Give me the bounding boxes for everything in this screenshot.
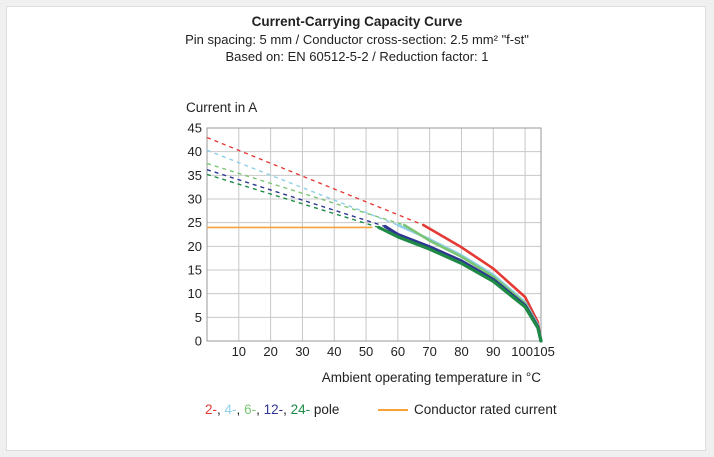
series-line-4 (377, 225, 543, 343)
y-tick-label-4: 20 (188, 239, 202, 254)
series-line-2 (402, 223, 543, 343)
y-tick-label-9: 45 (188, 121, 202, 136)
series-dashed-1 (206, 149, 399, 226)
y-tick-label-2: 10 (188, 286, 202, 301)
y-tick-label-3: 15 (188, 263, 202, 278)
legend-pole-5: , (256, 402, 264, 417)
y-tick-label-0: 0 (195, 334, 202, 349)
legend-pole-7: , (283, 402, 291, 417)
legend-pole-8: 24- (290, 402, 311, 417)
y-tick-label-7: 35 (188, 168, 202, 183)
legend-pole-9: pole (310, 402, 340, 417)
x-tick-label-0: 10 (232, 344, 246, 359)
series-dashed-2 (206, 162, 405, 226)
x-tick-label-7: 80 (454, 344, 468, 359)
x-tick-label-4: 50 (359, 344, 373, 359)
series-dashed-0 (206, 136, 424, 226)
chart-card (6, 6, 706, 451)
y-tick-label-1: 5 (195, 310, 202, 325)
legend-pole-6: 12- (263, 402, 284, 417)
legend-pole-0: 2- (205, 402, 218, 417)
rated-current-label: Conductor rated current (414, 402, 557, 417)
chart-titles: Current-Carrying Capacity Curve Pin spac… (0, 13, 714, 65)
y-axis-label: Current in A (186, 100, 257, 115)
series-dashed-4 (206, 173, 379, 229)
legend-poles: 2-, 4-, 6-, 12-, 24- pole (205, 402, 339, 417)
x-tick-label-3: 40 (327, 344, 341, 359)
legend-rated-current: Conductor rated current (378, 402, 557, 417)
x-tick-label-9: 100 (511, 344, 533, 359)
y-tick-label-5: 25 (188, 215, 202, 230)
y-tick-label-6: 30 (188, 192, 202, 207)
chart-subtitle-2: Based on: EN 60512-5-2 / Reduction facto… (225, 49, 489, 64)
series-line-0 (422, 223, 543, 343)
legend-pole-1: , (217, 402, 225, 417)
legend-pole-4: 6- (244, 402, 257, 417)
x-tick-label-1: 20 (263, 344, 277, 359)
chart-title: Current-Carrying Capacity Curve (251, 14, 463, 29)
x-tick-label-10: 105 (533, 344, 555, 359)
x-tick-label-6: 70 (422, 344, 436, 359)
rated-current-swatch (378, 408, 408, 411)
x-tick-label-2: 30 (295, 344, 309, 359)
legend-pole-3: , (236, 402, 245, 417)
plot-frame (206, 127, 542, 342)
chart-subtitle-1: Pin spacing: 5 mm / Conductor cross-sect… (185, 32, 529, 47)
legend-pole-2: 4- (224, 402, 237, 417)
x-tick-label-8: 90 (486, 344, 500, 359)
x-tick-label-5: 60 (391, 344, 405, 359)
series-dashed-3 (206, 168, 386, 228)
x-axis-label: Ambient operating temperature in °C (322, 370, 542, 385)
y-tick-label-8: 40 (188, 144, 202, 159)
series-line-3 (383, 224, 543, 343)
